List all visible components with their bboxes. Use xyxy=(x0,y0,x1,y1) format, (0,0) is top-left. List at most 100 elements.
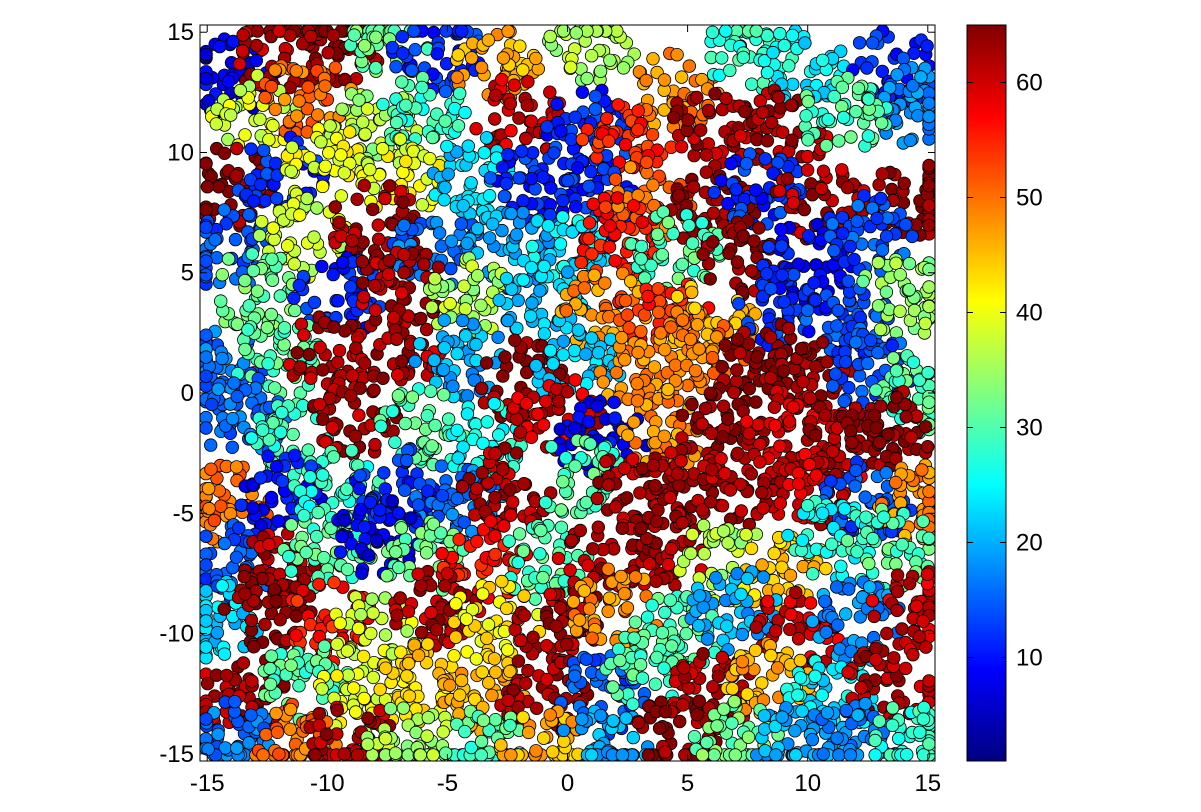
scatter-point xyxy=(588,102,603,116)
scatter-point xyxy=(681,113,695,127)
scatter-point xyxy=(782,59,796,73)
scatter-point xyxy=(675,313,690,327)
scatter-point xyxy=(773,496,788,510)
scatter-point xyxy=(574,255,588,270)
scatter-point xyxy=(851,199,865,213)
scatter-point xyxy=(323,119,337,133)
scatter-point xyxy=(801,229,816,243)
scatter-point xyxy=(674,454,688,468)
scatter-point xyxy=(559,304,574,318)
scatter-point xyxy=(368,437,382,452)
scatter-point xyxy=(893,304,907,319)
scatter-point xyxy=(200,203,213,217)
scatter-point xyxy=(835,226,850,241)
scatter-point xyxy=(430,47,445,61)
scatter-point xyxy=(253,112,267,127)
scatter-point xyxy=(544,181,558,195)
scatter-point xyxy=(635,461,650,476)
scatter-point xyxy=(266,221,280,235)
scatter-point xyxy=(675,408,690,423)
scatter-point xyxy=(355,254,370,269)
scatter-point xyxy=(758,152,773,166)
scatter-point xyxy=(352,408,366,422)
scatter-point xyxy=(290,109,304,123)
scatter-point xyxy=(675,516,690,530)
scatter-point xyxy=(603,219,617,233)
scatter-point xyxy=(675,257,690,272)
scatter-point xyxy=(232,57,247,71)
scatter-point xyxy=(797,202,812,217)
scatter-point xyxy=(571,323,586,337)
scatter-point xyxy=(238,273,252,288)
scatter-point xyxy=(922,262,935,277)
scatter-point xyxy=(634,324,648,339)
scatter-point xyxy=(307,230,321,244)
scatter-point xyxy=(238,587,252,601)
scatter-point xyxy=(536,570,550,585)
scatter-point xyxy=(786,400,800,414)
scatter-point xyxy=(648,479,662,493)
scatter-point xyxy=(367,383,381,397)
scatter-point xyxy=(911,108,925,123)
scatter-point xyxy=(438,114,452,128)
scatter-point xyxy=(835,99,849,114)
scatter-point xyxy=(356,276,370,290)
scatter-point xyxy=(877,510,891,524)
scatter-point xyxy=(618,353,632,367)
scatter-point xyxy=(501,147,515,162)
scatter-point xyxy=(777,38,792,53)
scatter-point xyxy=(405,390,420,404)
scatter-point xyxy=(301,80,315,94)
scatter-point xyxy=(501,313,515,328)
scatter-point xyxy=(859,510,873,524)
scatter-point xyxy=(717,524,731,538)
scatter-point xyxy=(310,529,324,544)
scatter-point xyxy=(334,189,349,203)
scatter-point xyxy=(801,133,815,147)
scatter-point xyxy=(266,118,280,133)
scatter-point xyxy=(519,131,533,146)
scatter-point xyxy=(460,236,474,251)
scatter-point xyxy=(304,29,318,44)
scatter-point xyxy=(271,514,286,528)
scatter-point xyxy=(200,584,213,598)
scatter-point xyxy=(902,283,916,297)
scatter-point xyxy=(890,390,904,405)
scatter-point xyxy=(682,59,697,73)
scatter-point xyxy=(579,347,593,361)
scatter-point xyxy=(389,59,403,74)
scatter-point xyxy=(336,255,350,270)
scatter-point xyxy=(441,412,456,426)
scatter-point xyxy=(453,86,467,101)
scatter-point xyxy=(371,218,386,232)
scatter-point xyxy=(670,48,684,62)
scatter-point xyxy=(816,164,831,178)
scatter-point xyxy=(260,320,275,335)
scatter-point xyxy=(584,49,599,63)
scatter-point xyxy=(836,110,851,125)
scatter-point xyxy=(906,355,921,370)
scatter-point xyxy=(420,409,435,423)
scatter-point xyxy=(699,148,714,162)
scatter-point xyxy=(521,75,535,89)
scatter-point xyxy=(386,311,401,325)
scatter-point xyxy=(750,350,764,364)
scatter-point xyxy=(249,38,264,53)
scatter-point xyxy=(450,70,464,85)
scatter-point xyxy=(688,364,703,378)
scatter-point xyxy=(438,84,453,99)
scatter-point xyxy=(517,477,531,491)
scatter-point xyxy=(503,483,517,497)
scatter-point xyxy=(670,290,685,304)
scatter-point xyxy=(552,394,566,409)
scatter-point xyxy=(577,281,592,295)
scatter-point xyxy=(385,494,400,508)
scatter-point xyxy=(358,356,372,371)
scatter-point xyxy=(382,253,397,268)
scatter-point xyxy=(408,43,422,57)
scatter-point xyxy=(290,594,305,608)
scatter-point xyxy=(559,451,573,465)
scatter-point xyxy=(819,561,833,576)
scatter-point xyxy=(802,324,816,339)
scatter-point xyxy=(241,323,255,337)
